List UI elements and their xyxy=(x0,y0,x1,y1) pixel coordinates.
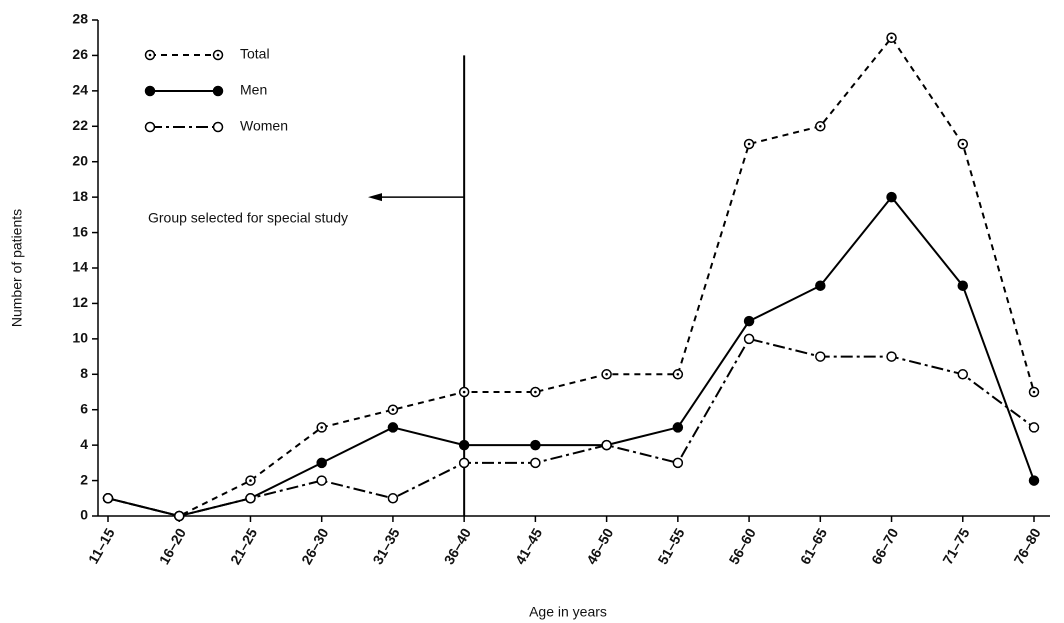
point xyxy=(672,422,684,433)
point xyxy=(1028,422,1040,433)
series-line xyxy=(107,36,1035,518)
x-tick-label: 31–35 xyxy=(369,525,402,567)
point xyxy=(387,493,399,504)
point-dot xyxy=(249,479,252,482)
point xyxy=(815,280,826,291)
point-dot xyxy=(890,36,893,40)
point xyxy=(458,457,470,469)
point xyxy=(743,333,755,345)
point xyxy=(173,510,185,522)
x-tick-label: 71–75 xyxy=(939,525,972,567)
arrow-head xyxy=(368,193,382,202)
y-tick-label: 16 xyxy=(72,223,88,239)
y-tick-label: 2 xyxy=(80,471,88,487)
point-dot xyxy=(1032,390,1036,394)
point-dot xyxy=(534,390,537,394)
x-tick-label: 26–30 xyxy=(298,525,331,567)
point xyxy=(601,439,612,451)
y-tick-label: 0 xyxy=(80,507,88,523)
x-tick-label: 76–80 xyxy=(1010,525,1043,567)
x-tick-label: 56–60 xyxy=(726,525,759,567)
point xyxy=(387,422,399,433)
y-tick-label: 18 xyxy=(72,188,88,204)
y-tick-label: 8 xyxy=(80,365,88,381)
point xyxy=(886,351,897,362)
annotation: Group selected for special study xyxy=(148,210,348,226)
point xyxy=(144,121,156,133)
x-axis-label: Age in years xyxy=(529,604,607,620)
point-dot xyxy=(148,53,152,57)
y-tick-label: 24 xyxy=(72,82,88,98)
point xyxy=(245,493,256,504)
y-tick-label: 14 xyxy=(72,259,88,275)
x-tick-label: 66–70 xyxy=(868,525,901,567)
series-line xyxy=(107,195,1035,518)
point-dot xyxy=(961,142,965,146)
point-dot xyxy=(391,408,395,412)
x-tick-label: 51–55 xyxy=(654,525,687,567)
y-tick-label: 10 xyxy=(72,330,88,346)
point xyxy=(957,280,969,291)
point-dot xyxy=(676,372,680,376)
legend-label: Men xyxy=(240,82,267,98)
point xyxy=(1028,475,1040,486)
y-tick-label: 26 xyxy=(72,46,88,62)
legend-label: Total xyxy=(240,46,270,62)
point xyxy=(815,351,826,362)
point xyxy=(102,493,114,504)
point xyxy=(957,369,969,380)
series-line xyxy=(107,337,1035,518)
y-tick-label: 22 xyxy=(72,117,88,133)
point-dot xyxy=(462,390,466,394)
y-tick-label: 12 xyxy=(72,294,88,310)
y-tick-label: 20 xyxy=(72,152,88,168)
point-dot xyxy=(605,372,608,376)
x-tick-label: 36–40 xyxy=(441,525,474,567)
legend-label: Women xyxy=(240,118,288,134)
point xyxy=(530,439,541,451)
point xyxy=(144,85,156,97)
point xyxy=(212,85,224,97)
point-dot xyxy=(320,426,323,429)
x-tick-label: 21–25 xyxy=(227,525,260,567)
point xyxy=(886,191,897,203)
point-dot xyxy=(216,53,220,57)
x-tick-label: 46–50 xyxy=(583,525,616,567)
point xyxy=(672,457,684,469)
point xyxy=(458,439,470,451)
point-dot xyxy=(747,142,751,146)
point-dot xyxy=(819,124,822,128)
y-tick-label: 6 xyxy=(80,400,88,416)
x-tick-label: 11–15 xyxy=(85,525,118,566)
y-tick-label: 28 xyxy=(72,11,88,27)
x-tick-label: 41–45 xyxy=(512,525,545,567)
point xyxy=(743,315,755,327)
point xyxy=(530,457,541,469)
point xyxy=(212,121,224,133)
point xyxy=(316,457,327,469)
x-tick-label: 16–20 xyxy=(156,525,189,567)
point xyxy=(316,475,327,486)
x-tick-label: 61–65 xyxy=(797,525,830,567)
y-axis-label: Number of patients xyxy=(9,209,25,327)
y-tick-label: 4 xyxy=(80,436,88,452)
